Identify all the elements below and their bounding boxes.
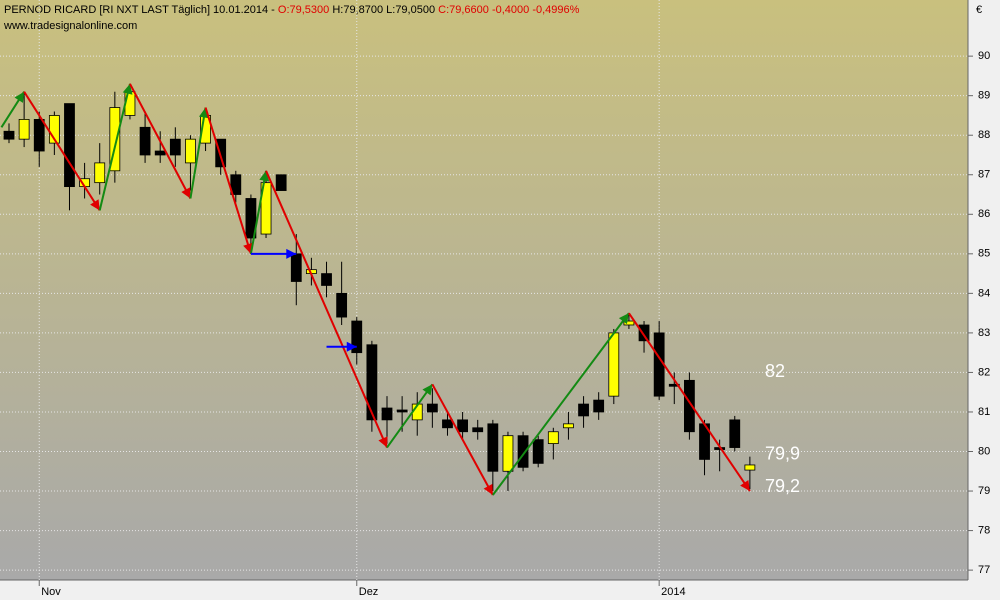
zigzag-arrowhead: [14, 91, 25, 103]
y-tick-label: 82: [978, 366, 990, 378]
candle-body: [64, 103, 75, 188]
candle-body: [321, 273, 332, 286]
zigzag-arrowhead: [740, 479, 750, 492]
candle-body: [729, 419, 741, 448]
y-tick-label: 80: [978, 445, 990, 457]
zigzag-arrowhead: [422, 384, 433, 396]
candle-body: [457, 419, 469, 433]
candle-body: [547, 431, 559, 444]
candle-body: [426, 403, 438, 413]
candle-body: [94, 162, 106, 184]
header: PERNOD RICARD [RI NXT LAST Täglich] 10.0…: [4, 4, 580, 16]
candle-body: [442, 419, 453, 429]
y-tick-label: 87: [978, 169, 990, 181]
candle-body: [502, 435, 514, 472]
x-tick-label: 2014: [661, 586, 685, 598]
x-tick-label: Dez: [359, 586, 379, 598]
candle-body: [578, 403, 589, 417]
zigzag-segment: [249, 170, 268, 255]
zigzag-segment: [265, 170, 388, 448]
candle-body: [593, 399, 605, 413]
candle-body: [517, 435, 529, 468]
zigzag-segment: [628, 312, 751, 492]
zigzag-segment: [431, 383, 494, 496]
candle-body: [351, 320, 363, 354]
zigzag-arrowhead: [618, 313, 629, 325]
candle-body: [623, 320, 635, 326]
y-axis-label: €: [976, 4, 982, 16]
y-tick-label: 90: [978, 50, 990, 62]
signal-arrowhead: [346, 341, 357, 352]
y-tick-label: 86: [978, 208, 990, 220]
candle-body: [563, 423, 574, 429]
candle-body: [154, 150, 166, 156]
price-annotation: 79,2: [765, 476, 800, 496]
header-part: PERNOD RICARD [RI NXT LAST Täglich] 10.0…: [4, 4, 278, 16]
zigzag-segment: [98, 83, 131, 211]
candle-body: [668, 383, 680, 387]
y-tick-label: 79: [978, 485, 990, 497]
candle-body: [472, 427, 484, 433]
candle-body: [33, 119, 45, 152]
x-tick-label: Nov: [41, 586, 61, 598]
y-tick-label: 78: [978, 524, 990, 536]
zigzag-segment: [189, 107, 207, 199]
price-annotation: 82: [765, 361, 785, 381]
candle-body: [638, 324, 650, 342]
candle-body: [230, 174, 242, 195]
header-part: H:79,8700 L:79,0500: [329, 4, 438, 16]
y-tick-label: 81: [978, 406, 990, 418]
zigzag-arrowhead: [483, 483, 493, 495]
y-tick-label: 77: [978, 564, 990, 576]
header-part: O:79,5300: [278, 4, 329, 16]
candle-body: [18, 119, 30, 140]
header-part: C:79,6600 -0,4000 -0,4996%: [438, 4, 579, 16]
candle-body: [396, 409, 408, 413]
y-tick-label: 88: [978, 129, 990, 141]
candle-body: [608, 332, 620, 397]
y-tick-label: 89: [978, 90, 990, 102]
candle-body: [245, 198, 257, 239]
candle-body: [290, 253, 302, 282]
candle-body: [684, 379, 695, 433]
zigzag-arrowhead: [243, 242, 253, 254]
zigzag-segment: [23, 91, 101, 211]
subtitle: www.tradesignalonline.com: [3, 20, 137, 32]
zigzag-segment: [204, 107, 252, 255]
candle-body: [169, 138, 181, 156]
y-tick-label: 84: [978, 287, 990, 299]
candle-body: [185, 138, 196, 164]
zigzag-segment: [129, 83, 192, 199]
plot-area: [0, 0, 968, 580]
candle-body: [532, 439, 544, 464]
candle-body: [260, 182, 272, 235]
candle-body: [487, 423, 499, 472]
price-annotation: 79,9: [765, 443, 800, 463]
signal-arrowhead: [286, 248, 297, 259]
candle-body: [744, 464, 756, 471]
zigzag-arrowhead: [198, 107, 209, 119]
candle-body: [336, 292, 348, 318]
y-tick-label: 85: [978, 248, 990, 260]
candle-body: [139, 126, 151, 156]
y-tick-label: 83: [978, 327, 990, 339]
candle-body: [381, 407, 393, 421]
candle-body: [48, 115, 60, 144]
candle-body: [275, 174, 287, 191]
candle-body: [109, 107, 121, 172]
zigzag-segment: [492, 312, 630, 496]
zigzag-arrowhead: [181, 187, 191, 199]
candle-body: [3, 130, 15, 140]
candle-body: [366, 344, 378, 421]
zigzag-arrowhead: [90, 199, 100, 211]
zigzag-arrowhead: [378, 436, 388, 448]
zigzag-segment: [386, 383, 434, 449]
zigzag-arrowhead: [122, 83, 133, 95]
